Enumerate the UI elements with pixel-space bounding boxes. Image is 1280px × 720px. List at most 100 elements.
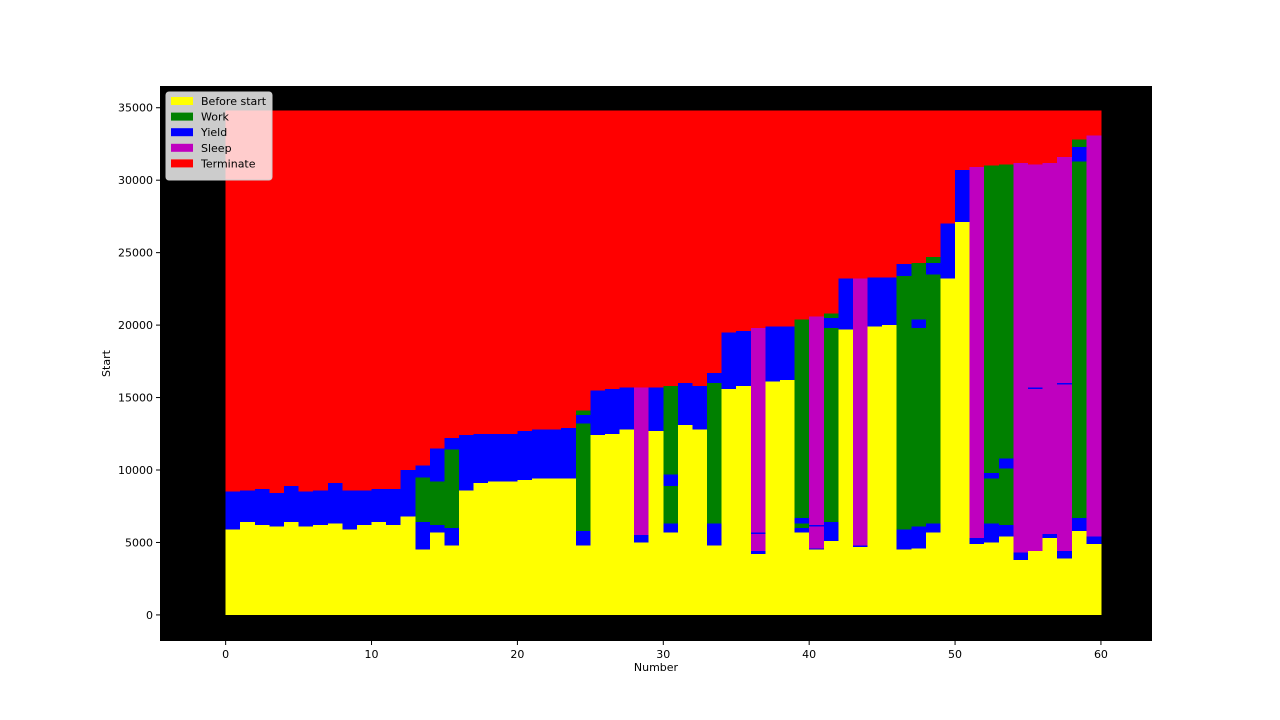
bar-segment-terminate [327, 110, 343, 484]
y-tick-label: 10000 [118, 464, 153, 477]
bar-segment-before-start [692, 429, 708, 615]
bar-segment-before-start [561, 478, 577, 615]
bar-segment-before-start [911, 548, 927, 615]
bar-segment-work [984, 165, 1000, 473]
bar-segment-yield [429, 448, 446, 482]
bar-segment-before-start [575, 545, 591, 615]
bar-segment-terminate [575, 110, 591, 411]
bar-segment-yield [940, 223, 956, 279]
bar-segment-yield [692, 385, 708, 430]
bar-segment-before-start [502, 481, 519, 615]
bar-stack-37 [765, 110, 781, 615]
bar-segment-yield [604, 388, 621, 434]
bar-stack-46 [896, 110, 912, 615]
bar-segment-before-start [838, 329, 854, 615]
bar-stack-3 [269, 110, 285, 615]
bar-stack-26 [604, 110, 621, 615]
bar-stack-10 [371, 110, 387, 615]
bar-segment-sleep [1057, 157, 1073, 384]
bar-segment-yield [269, 493, 285, 527]
bar-segment-yield [284, 485, 300, 523]
bar-segment-yield [809, 525, 825, 527]
bar-segment-yield [298, 491, 314, 527]
bar-segment-terminate [604, 110, 621, 389]
bar-segment-before-start [1086, 543, 1102, 615]
bar-segment-yield [736, 330, 752, 386]
bar-segment-yield [750, 532, 767, 534]
bar-segment-before-start [867, 326, 883, 615]
bar-segment-yield [1071, 517, 1087, 531]
bar-stack-30 [663, 110, 679, 615]
y-axis-ticks: 0 5000 10000 15000 20000 25000 30000 35000 [118, 102, 160, 622]
bar-stack-8 [342, 110, 358, 615]
bar-segment-terminate [386, 110, 402, 489]
bar-segment-before-start [1028, 551, 1044, 615]
bar-segment-sleep [750, 533, 767, 552]
bar-segment-yield [648, 387, 664, 431]
bar-segment-terminate [488, 110, 504, 434]
bar-segment-before-start [386, 525, 402, 615]
bar-segment-yield [1013, 552, 1029, 560]
bar-stack-32 [692, 110, 708, 615]
legend-swatch [171, 159, 193, 168]
bar-segment-yield [532, 429, 548, 479]
bar-stack-35 [736, 110, 752, 615]
bar-segment-yield [896, 529, 912, 550]
bar-stack-11 [386, 110, 402, 615]
bar-segment-sleep [1086, 135, 1102, 537]
bar-segment-yield [1057, 551, 1073, 559]
bar-segment-terminate [400, 110, 416, 470]
bar-segment-yield [444, 527, 460, 546]
bar-segment-terminate [313, 110, 329, 491]
bar-segment-before-start [342, 529, 358, 615]
bar-stack-25 [590, 110, 606, 615]
bar-segment-yield [575, 414, 591, 424]
y-tick-label: 5000 [125, 536, 153, 549]
bar-segment-before-start [736, 385, 752, 615]
bar-segment-work [663, 485, 679, 524]
y-tick-label: 25000 [118, 247, 153, 260]
bar-stack-17 [473, 110, 489, 615]
bar-segment-yield [852, 545, 869, 547]
bar-segment-before-start [1057, 558, 1073, 615]
bar-segment-before-start [590, 435, 606, 615]
bar-segment-terminate [634, 110, 650, 388]
legend: Before start Work Yield Sleep Terminate [165, 91, 273, 181]
bar-segment-work [444, 449, 460, 528]
bar-segment-terminate [532, 110, 548, 430]
bar-segment-terminate [911, 110, 927, 263]
bar-segment-terminate [590, 110, 606, 391]
bar-segment-yield [721, 332, 737, 389]
bar-segment-yield [838, 278, 854, 330]
legend-label: Before start [201, 95, 267, 108]
bar-stack-13 [415, 110, 431, 615]
bar-segment-yield [882, 277, 898, 326]
bar-segment-terminate [502, 110, 519, 434]
bar-segment-terminate [882, 110, 898, 278]
bar-segment-before-start [269, 526, 285, 615]
x-tick-label: 60 [1094, 648, 1108, 661]
bar-stack-56 [1042, 110, 1058, 615]
bar-stack-18 [488, 110, 504, 615]
bar-stack-20 [517, 110, 533, 615]
bar-stack-1 [240, 110, 256, 615]
bar-segment-before-start [809, 549, 825, 615]
bar-stack-28 [634, 110, 650, 615]
bar-segment-before-start [677, 425, 694, 615]
bar-segment-terminate [677, 110, 694, 384]
bar-segment-before-start [648, 430, 664, 615]
bar-segment-terminate [648, 110, 664, 388]
bar-segment-before-start [327, 523, 343, 615]
bar-segment-terminate [444, 110, 460, 439]
bar-segment-before-start [604, 433, 621, 615]
bar-segment-yield [1028, 387, 1044, 389]
bar-segment-before-start [663, 532, 679, 615]
bar-segment-yield [911, 526, 927, 549]
bar-stack-2 [254, 110, 271, 615]
bar-stack-51 [969, 110, 985, 615]
bar-segment-terminate [356, 110, 373, 491]
bar-segment-yield [925, 262, 942, 275]
bar-segment-before-start [459, 490, 475, 615]
bar-segment-yield [225, 491, 241, 530]
bar-stack-41 [823, 110, 839, 615]
